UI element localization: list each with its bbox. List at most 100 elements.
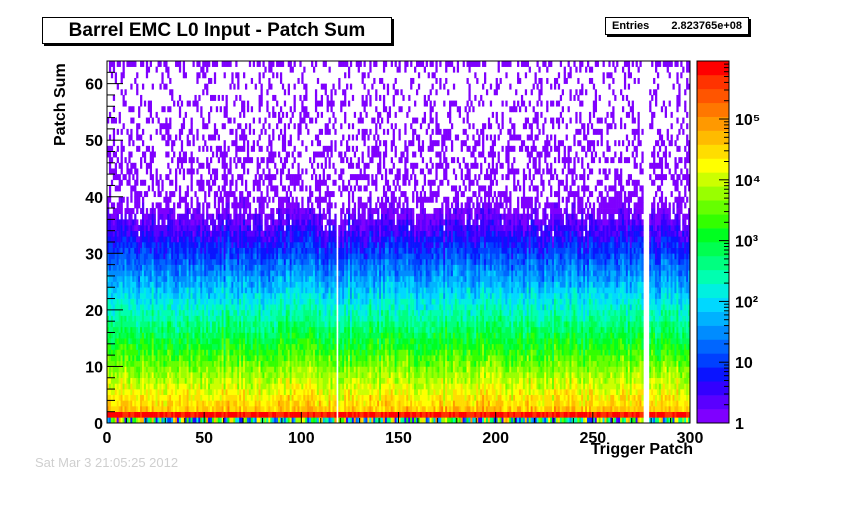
heatmap-cell bbox=[141, 128, 145, 135]
heatmap-cell bbox=[231, 275, 234, 282]
heatmap-cell bbox=[235, 355, 238, 362]
heatmap-cell bbox=[287, 349, 290, 356]
heatmap-cell bbox=[254, 360, 257, 367]
heatmap-cell bbox=[165, 225, 168, 231]
heatmap-cell bbox=[196, 377, 199, 384]
heatmap-cell bbox=[126, 236, 129, 243]
heatmap-cell bbox=[134, 247, 137, 254]
heatmap-cell bbox=[250, 309, 254, 316]
heatmap-cell bbox=[107, 275, 110, 282]
heatmap-cell bbox=[268, 123, 271, 130]
heatmap-cell bbox=[279, 72, 283, 79]
heatmap-cell bbox=[165, 406, 168, 412]
heatmap-cell bbox=[274, 304, 277, 311]
heatmap-cell bbox=[204, 338, 207, 345]
heatmap-cell bbox=[161, 377, 164, 384]
heatmap-cell bbox=[122, 253, 125, 260]
heatmap-cell bbox=[312, 287, 316, 294]
heatmap-cell bbox=[291, 174, 294, 181]
heatmap-cell bbox=[145, 411, 149, 418]
heatmap-cell bbox=[301, 377, 304, 384]
heatmap-cell bbox=[198, 304, 201, 311]
heatmap-cell bbox=[268, 338, 271, 345]
heatmap-cell bbox=[151, 230, 154, 237]
heatmap-cell bbox=[272, 275, 275, 282]
heatmap-cell bbox=[108, 225, 112, 231]
heatmap-cell bbox=[266, 219, 269, 226]
heatmap-cell bbox=[157, 332, 160, 339]
heatmap-cell bbox=[147, 389, 151, 396]
heatmap-cell bbox=[297, 123, 300, 130]
heatmap-cell bbox=[188, 157, 191, 164]
heatmap-cell bbox=[219, 247, 222, 254]
heatmap-cell bbox=[159, 400, 162, 407]
heatmap-cell bbox=[256, 366, 259, 373]
heatmap-cell bbox=[169, 292, 172, 299]
heatmap-cell bbox=[243, 394, 246, 401]
heatmap-cell bbox=[141, 179, 145, 186]
heatmap-cell bbox=[301, 383, 304, 390]
heatmap-cell bbox=[303, 117, 306, 124]
heatmap-cell bbox=[157, 264, 160, 271]
heatmap-cell bbox=[110, 242, 114, 248]
heatmap-cell bbox=[208, 400, 211, 407]
heatmap-cell bbox=[198, 417, 201, 424]
heatmap-cell bbox=[248, 281, 252, 288]
heatmap-cell bbox=[167, 258, 170, 265]
heatmap-cell bbox=[200, 292, 203, 299]
heatmap-cell bbox=[208, 253, 211, 260]
heatmap-cell bbox=[184, 230, 187, 237]
heatmap-cell bbox=[211, 411, 215, 418]
heatmap-cell bbox=[291, 332, 294, 339]
heatmap-cell bbox=[208, 326, 211, 333]
heatmap-cell bbox=[285, 406, 289, 412]
heatmap-cell bbox=[171, 411, 174, 418]
heatmap-cell bbox=[235, 372, 238, 379]
heatmap-cell bbox=[126, 258, 129, 265]
heatmap-cell bbox=[262, 360, 265, 367]
heatmap-cell bbox=[223, 106, 226, 113]
heatmap-cell bbox=[287, 394, 290, 401]
heatmap-cell bbox=[173, 191, 176, 198]
heatmap-cell bbox=[118, 258, 121, 265]
heatmap-cell bbox=[176, 202, 180, 209]
heatmap-cell bbox=[283, 275, 287, 282]
heatmap-cell bbox=[175, 292, 178, 299]
heatmap-cell bbox=[210, 174, 213, 181]
heatmap-cell bbox=[307, 366, 310, 373]
heatmap-cell bbox=[178, 389, 182, 396]
heatmap-cell bbox=[180, 157, 184, 164]
heatmap-cell bbox=[223, 151, 226, 158]
heatmap-cell bbox=[141, 360, 145, 367]
heatmap-cell bbox=[279, 355, 283, 362]
heatmap-cell bbox=[196, 72, 199, 79]
heatmap-cell bbox=[287, 230, 290, 237]
heatmap-cell bbox=[120, 411, 123, 418]
heatmap-cell bbox=[128, 236, 131, 243]
heatmap-cell bbox=[246, 400, 250, 407]
heatmap-cell bbox=[198, 213, 201, 220]
heatmap-cell bbox=[250, 366, 254, 373]
heatmap-cell bbox=[256, 61, 259, 67]
heatmap-cell bbox=[289, 179, 292, 186]
heatmap-cell bbox=[229, 377, 232, 384]
heatmap-cell bbox=[239, 111, 242, 118]
heatmap-cell bbox=[316, 264, 320, 271]
heatmap-cell bbox=[213, 258, 217, 265]
heatmap-cell bbox=[303, 111, 306, 118]
heatmap-cell bbox=[159, 360, 162, 367]
heatmap-cell bbox=[272, 219, 275, 226]
heatmap-cell bbox=[200, 219, 203, 226]
heatmap-cell bbox=[194, 394, 197, 401]
heatmap-cell bbox=[196, 157, 199, 164]
heatmap-cell bbox=[260, 281, 263, 288]
heatmap-cell bbox=[130, 185, 133, 192]
heatmap-cell bbox=[124, 270, 127, 277]
heatmap-cell bbox=[233, 394, 236, 401]
heatmap-cell bbox=[138, 338, 141, 345]
heatmap-cell bbox=[151, 219, 154, 226]
heatmap-cell bbox=[196, 349, 199, 356]
heatmap-cell bbox=[169, 315, 172, 322]
heatmap-cell bbox=[134, 236, 137, 243]
heatmap-cell bbox=[211, 94, 215, 101]
